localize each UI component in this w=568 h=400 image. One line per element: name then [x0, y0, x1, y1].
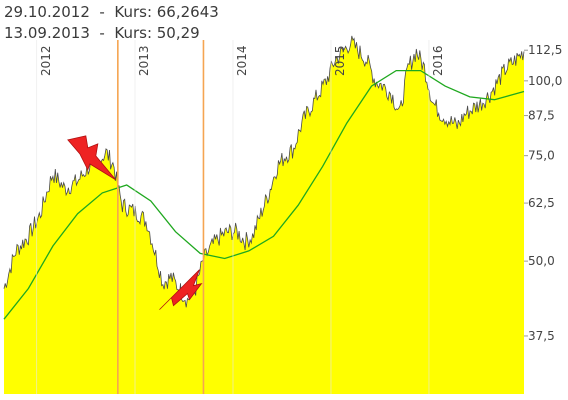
- y-tick-label: 87,5: [528, 109, 555, 123]
- y-tick-label: 37,5: [528, 329, 555, 343]
- y-tick-label: 100,0: [528, 74, 562, 88]
- year-label-2013: 2013: [137, 45, 151, 76]
- marker-1-info: 29.10.2012 - Kurs: 66,2643: [4, 3, 219, 21]
- y-tick-label: 50,0: [528, 254, 555, 268]
- year-label-2012: 2012: [39, 45, 53, 76]
- price-area-fill: [4, 35, 524, 395]
- y-tick-label: 75,0: [528, 149, 555, 163]
- year-label-2016: 2016: [431, 45, 445, 76]
- y-tick-label: 112,5: [528, 43, 562, 57]
- buy-signal-bolt-icon: [159, 269, 203, 310]
- year-label-2015: 2015: [333, 45, 347, 76]
- moving-average-line: [3, 69, 525, 320]
- year-label-2014: 2014: [235, 45, 249, 76]
- sell-signal-bolt-icon: [67, 135, 117, 181]
- y-tick-label: 62,5: [528, 196, 555, 210]
- marker-2-info: 13.09.2013 - Kurs: 50,29: [4, 24, 200, 42]
